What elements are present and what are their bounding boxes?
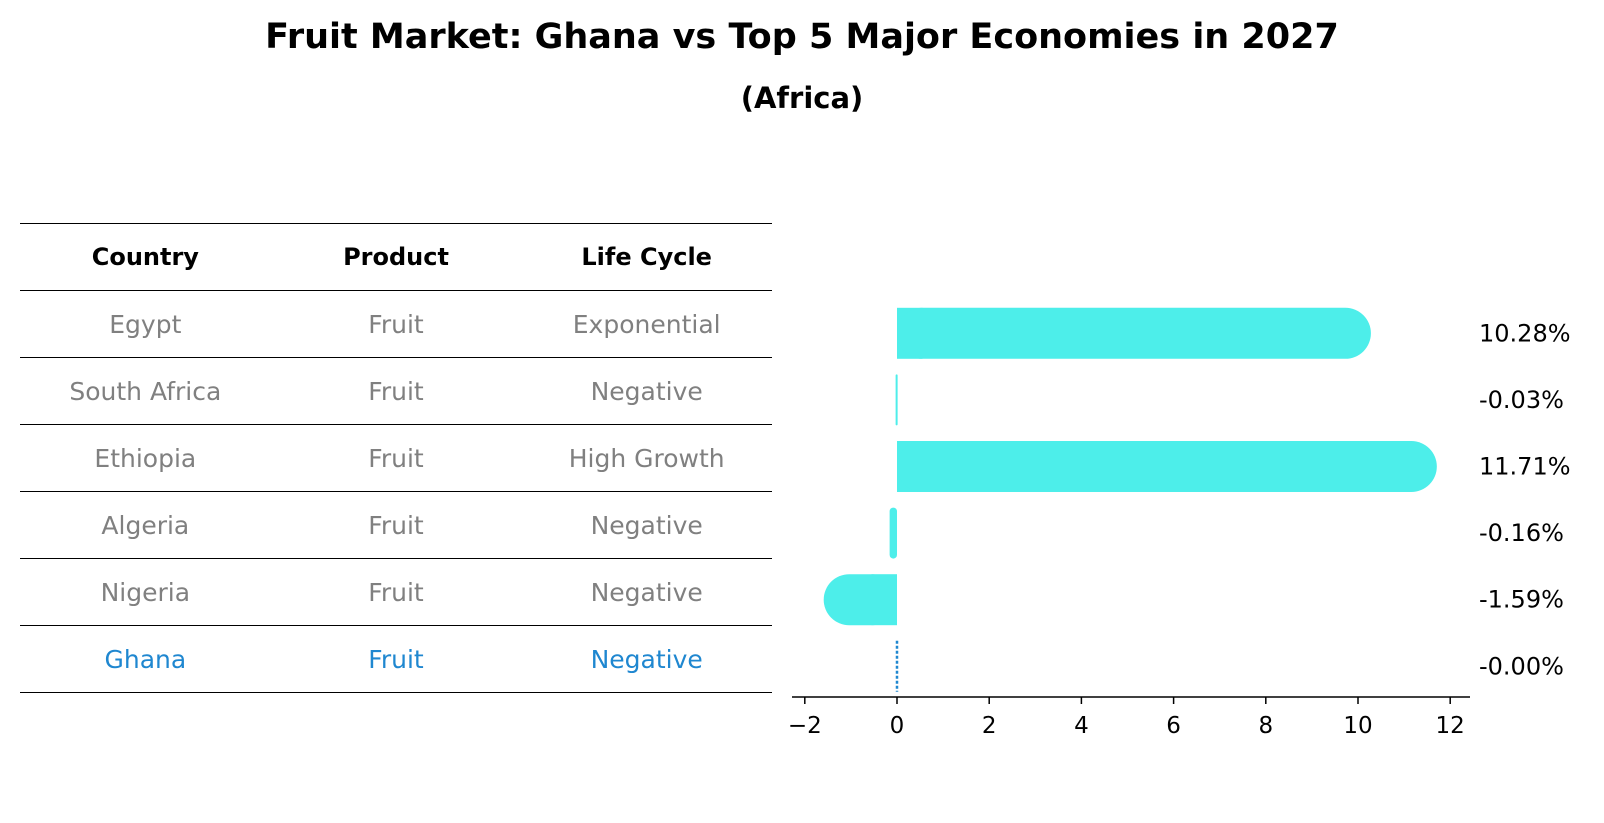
bar-ethiopia [897, 441, 1437, 492]
cell-country: Egypt [109, 309, 182, 339]
bar-south-africa [895, 374, 898, 426]
bar-algeria [889, 507, 897, 559]
x-axis: −2 0 2 4 6 8 10 12 [788, 696, 1470, 739]
cell-country: Ghana [104, 644, 187, 674]
cell-country: Ethiopia [94, 443, 197, 473]
header-country: Country [91, 243, 199, 271]
table-row-highlight: Ghana Fruit Negative [20, 625, 772, 693]
table-row: Algeria Fruit Negative [20, 491, 772, 558]
value-label: 10.28% [1479, 319, 1571, 347]
value-label: -0.00% [1479, 652, 1564, 680]
x-tick-label: 0 [890, 713, 905, 739]
header-life-cycle: Life Cycle [581, 243, 712, 271]
value-label: -0.16% [1479, 519, 1564, 547]
cell-country: South Africa [69, 376, 222, 406]
bar-egypt [897, 307, 1371, 359]
value-labels-group: 10.28% -0.03% 11.71% -0.16% -1.59% -0.00% [1479, 319, 1571, 680]
cell-product: Fruit [368, 577, 424, 607]
x-tick-label: 6 [1166, 713, 1181, 739]
x-tick-label: 12 [1436, 713, 1465, 739]
value-label: -0.03% [1479, 386, 1564, 414]
bar-nigeria [823, 574, 897, 626]
table-row: Egypt Fruit Exponential [20, 290, 772, 357]
cell-life-cycle: High Growth [568, 443, 725, 473]
x-tick-label: 8 [1258, 713, 1273, 739]
value-label: 11.71% [1479, 453, 1571, 481]
cell-country: Algeria [101, 510, 190, 540]
cell-product: Fruit [368, 309, 424, 339]
cell-life-cycle: Negative [590, 510, 703, 540]
table-row: Nigeria Fruit Negative [20, 558, 772, 625]
chart-title: Fruit Market: Ghana vs Top 5 Major Econo… [265, 17, 1339, 57]
value-label: -1.59% [1479, 586, 1564, 614]
header-product: Product [343, 243, 449, 271]
x-tick-label: −2 [788, 713, 822, 739]
cell-life-cycle: Negative [590, 577, 703, 607]
cell-country: Nigeria [100, 577, 191, 607]
cell-life-cycle: Negative [590, 644, 703, 674]
cell-product: Fruit [368, 510, 424, 540]
table-row: South Africa Fruit Negative [20, 357, 772, 424]
cell-life-cycle: Negative [590, 376, 703, 406]
cell-product: Fruit [368, 376, 424, 406]
cell-product: Fruit [368, 644, 424, 674]
table-row: Ethiopia Fruit High Growth [20, 424, 772, 491]
chart-subtitle: (Africa) [740, 81, 864, 115]
x-tick-label: 4 [1074, 713, 1089, 739]
x-tick-label: 10 [1343, 713, 1372, 739]
table-header-row: Country Product Life Cycle [20, 223, 772, 290]
bars-group [823, 307, 1437, 692]
comparison-table: Country Product Life Cycle Egypt Fruit E… [20, 223, 772, 693]
cell-product: Fruit [368, 443, 424, 473]
x-tick-label: 2 [982, 713, 997, 739]
cell-life-cycle: Exponential [572, 309, 721, 339]
